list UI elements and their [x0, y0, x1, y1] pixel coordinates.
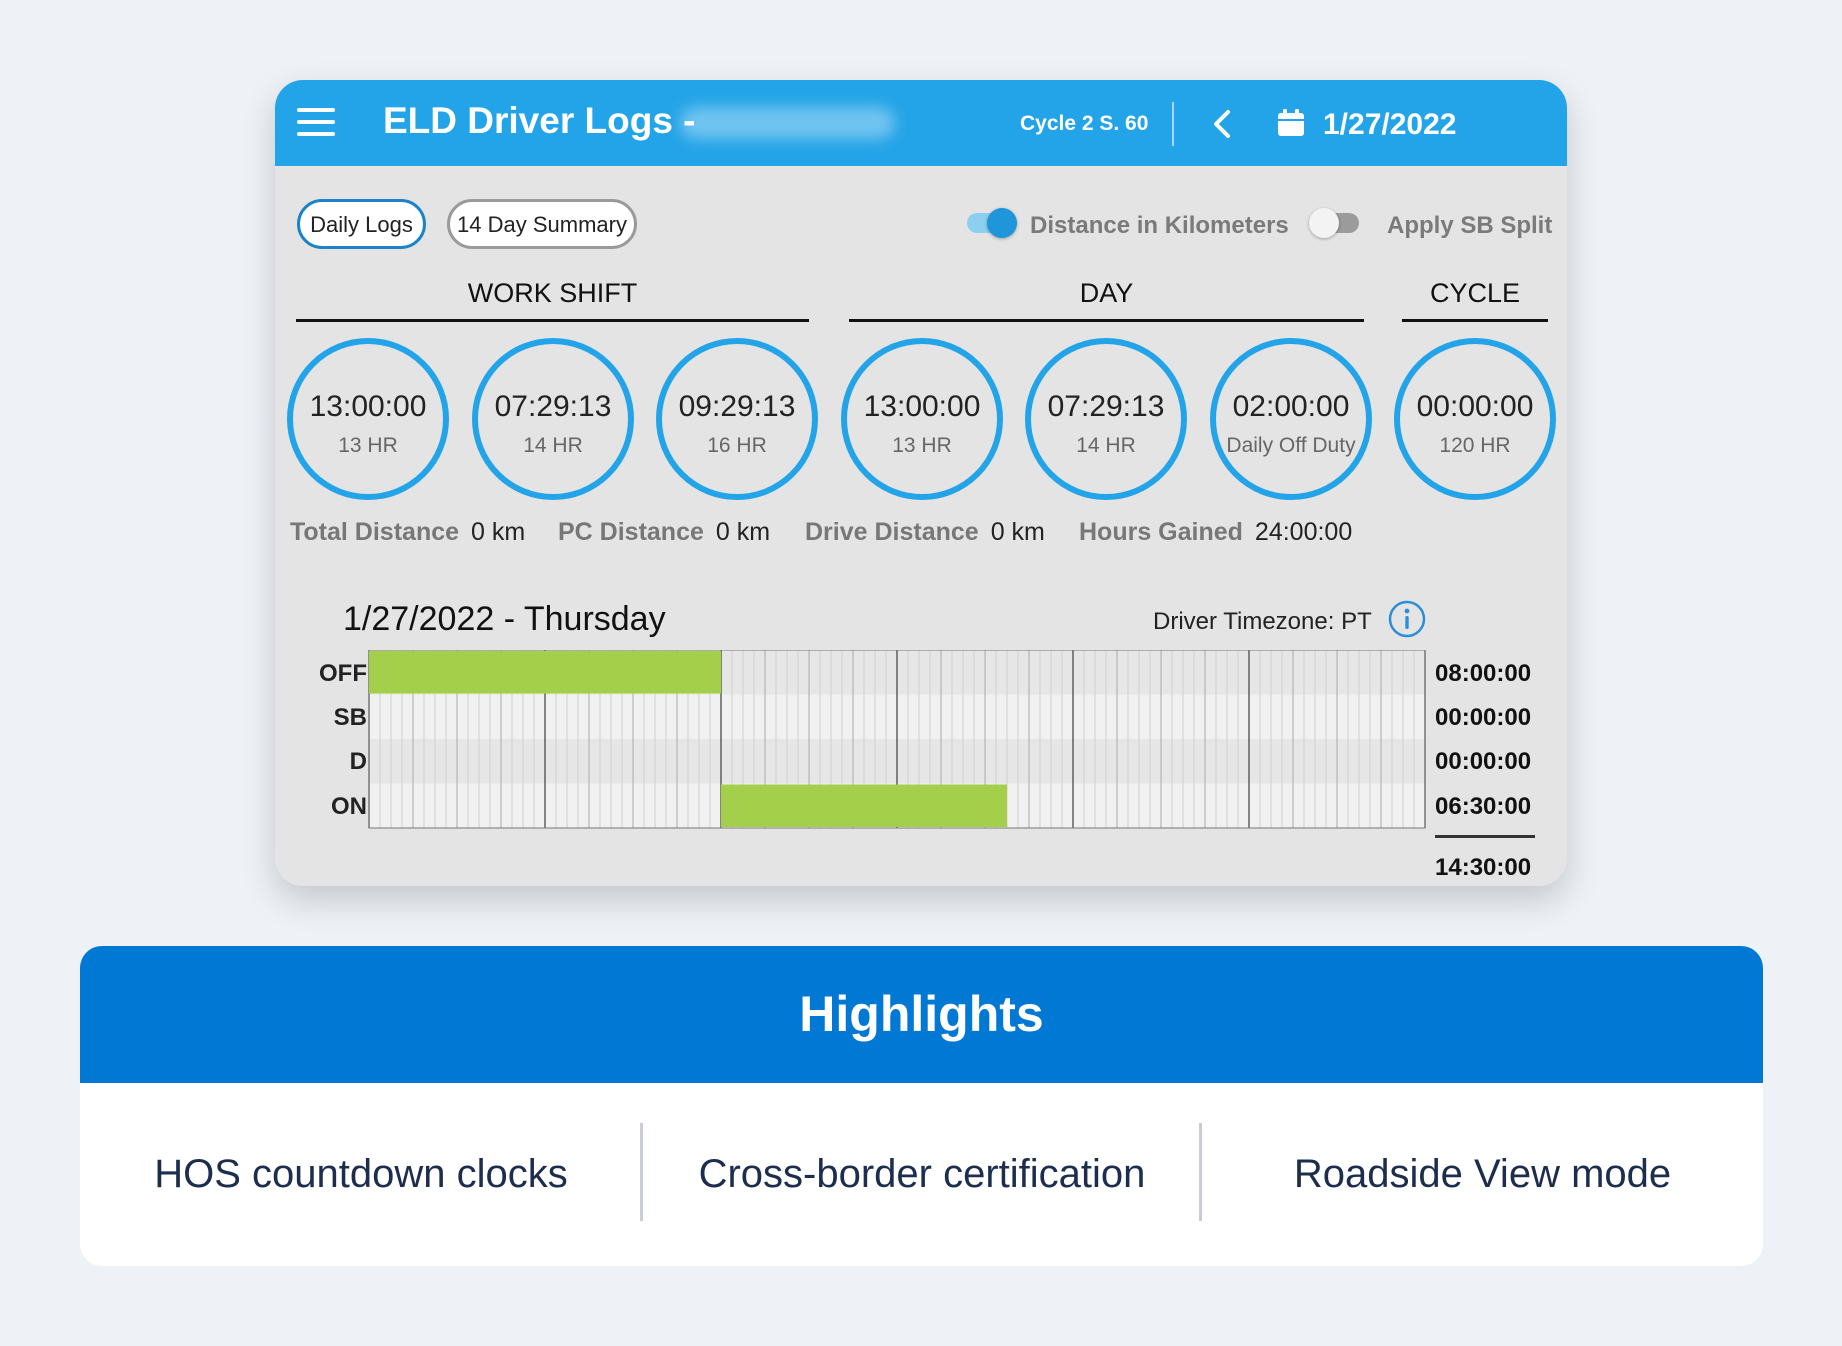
sb-split-toggle[interactable]	[1309, 208, 1359, 238]
total-d: 00:00:00	[1435, 748, 1532, 775]
stat-total-distance: Total Distance 0 km	[290, 518, 525, 547]
app-bar: ELD Driver Logs - Cycle 2 S. 60 1/27/202…	[275, 80, 1567, 166]
totals-divider	[1435, 835, 1535, 838]
eld-app-window: ELD Driver Logs - Cycle 2 S. 60 1/27/202…	[275, 80, 1567, 886]
section-cycle: CYCLE	[1402, 278, 1548, 322]
clock-label: Daily Off Duty	[1226, 434, 1356, 457]
stat-value: 24:00:00	[1254, 518, 1353, 546]
log-grid-border	[368, 650, 1426, 829]
clock-cycle-120hr: 00:00:00 120 HR	[1394, 338, 1556, 500]
highlights-title: Highlights	[80, 946, 1763, 1083]
highlight-divider	[1199, 1123, 1202, 1221]
stat-hours-gained: Hours Gained 24:00:00	[1079, 518, 1352, 547]
tab-daily-logs[interactable]: Daily Logs	[297, 199, 426, 249]
distance-km-toggle[interactable]	[967, 208, 1017, 238]
driver-name-blurred	[680, 107, 895, 139]
stat-label: Hours Gained	[1079, 518, 1243, 546]
clock-work-shift-16hr: 09:29:13 16 HR	[656, 338, 818, 500]
highlight-hos-clocks: HOS countdown clocks	[154, 1152, 568, 1196]
clock-time: 09:29:13	[678, 390, 796, 423]
duty-segment-off	[369, 651, 721, 694]
clock-day-14hr: 07:29:13 14 HR	[1025, 338, 1187, 500]
highlight-roadside-view: Roadside View mode	[1293, 1152, 1672, 1196]
clock-label: 14 HR	[1076, 434, 1136, 457]
section-day: DAY	[849, 278, 1364, 322]
selected-date[interactable]: 1/27/2022	[1323, 108, 1457, 141]
stat-value: 0 km	[471, 518, 526, 546]
stat-value: 0 km	[715, 518, 771, 546]
stat-drive-distance: Drive Distance 0 km	[805, 518, 1045, 547]
total-on: 06:30:00	[1435, 793, 1532, 820]
tab-14-day-summary[interactable]: 14 Day Summary	[447, 199, 637, 249]
hos-log-graph: M1234567891011N1234567891011M	[368, 650, 1426, 829]
section-work-shift: WORK SHIFT	[296, 278, 809, 322]
status-label-d: D	[349, 748, 367, 775]
clock-time: 02:00:00	[1232, 390, 1350, 423]
timezone-label: Driver Timezone:	[1153, 608, 1335, 635]
stat-label: Drive Distance	[805, 518, 979, 546]
stat-value: 0 km	[990, 518, 1045, 546]
status-label-sb: SB	[333, 704, 367, 731]
stat-label: Total Distance	[290, 518, 460, 546]
total-sb: 00:00:00	[1435, 704, 1532, 731]
clock-label: 16 HR	[707, 434, 767, 457]
clock-work-shift-14hr: 07:29:13 14 HR	[472, 338, 634, 500]
app-bar-divider	[1172, 102, 1174, 146]
clock-time: 13:00:00	[309, 390, 427, 423]
highlight-cross-border: Cross-border certification	[698, 1152, 1146, 1196]
total-off: 08:00:00	[1435, 660, 1532, 687]
status-label-off: OFF	[319, 660, 367, 687]
timezone-value: PT	[1341, 608, 1372, 635]
hamburger-icon[interactable]	[297, 108, 335, 136]
sb-split-label: Apply SB Split	[1387, 212, 1553, 239]
stat-pc-distance: PC Distance 0 km	[558, 518, 770, 547]
chevron-left-icon[interactable]	[1203, 104, 1243, 144]
grand-total: 14:30:00	[1435, 854, 1532, 881]
highlight-divider	[640, 1123, 643, 1221]
app-title: ELD Driver Logs -	[383, 100, 696, 141]
stat-label: PC Distance	[558, 518, 704, 546]
info-icon[interactable]	[1387, 599, 1427, 639]
clock-day-13hr: 13:00:00 13 HR	[841, 338, 1003, 500]
clock-time: 07:29:13	[1047, 390, 1165, 423]
distance-km-label: Distance in Kilometers	[1030, 212, 1289, 239]
clock-time: 00:00:00	[1416, 390, 1534, 423]
duty-segment-on	[721, 784, 1007, 827]
clock-daily-off-duty: 02:00:00 Daily Off Duty	[1210, 338, 1372, 500]
status-label-on: ON	[331, 793, 367, 820]
log-date-title: 1/27/2022 - Thursday	[343, 600, 666, 638]
clock-label: 13 HR	[338, 434, 398, 457]
driver-timezone: Driver Timezone: PT	[1153, 608, 1372, 636]
cycle-label: Cycle 2 S. 60	[1020, 112, 1149, 135]
clock-time: 07:29:13	[494, 390, 612, 423]
clock-label: 120 HR	[1439, 434, 1511, 457]
highlights-panel: Highlights HOS countdown clocks Cross-bo…	[80, 946, 1763, 1266]
clock-label: 13 HR	[892, 434, 952, 457]
calendar-icon[interactable]	[1276, 108, 1306, 138]
clock-label: 14 HR	[523, 434, 583, 457]
clock-work-shift-13hr: 13:00:00 13 HR	[287, 338, 449, 500]
clock-time: 13:00:00	[863, 390, 981, 423]
